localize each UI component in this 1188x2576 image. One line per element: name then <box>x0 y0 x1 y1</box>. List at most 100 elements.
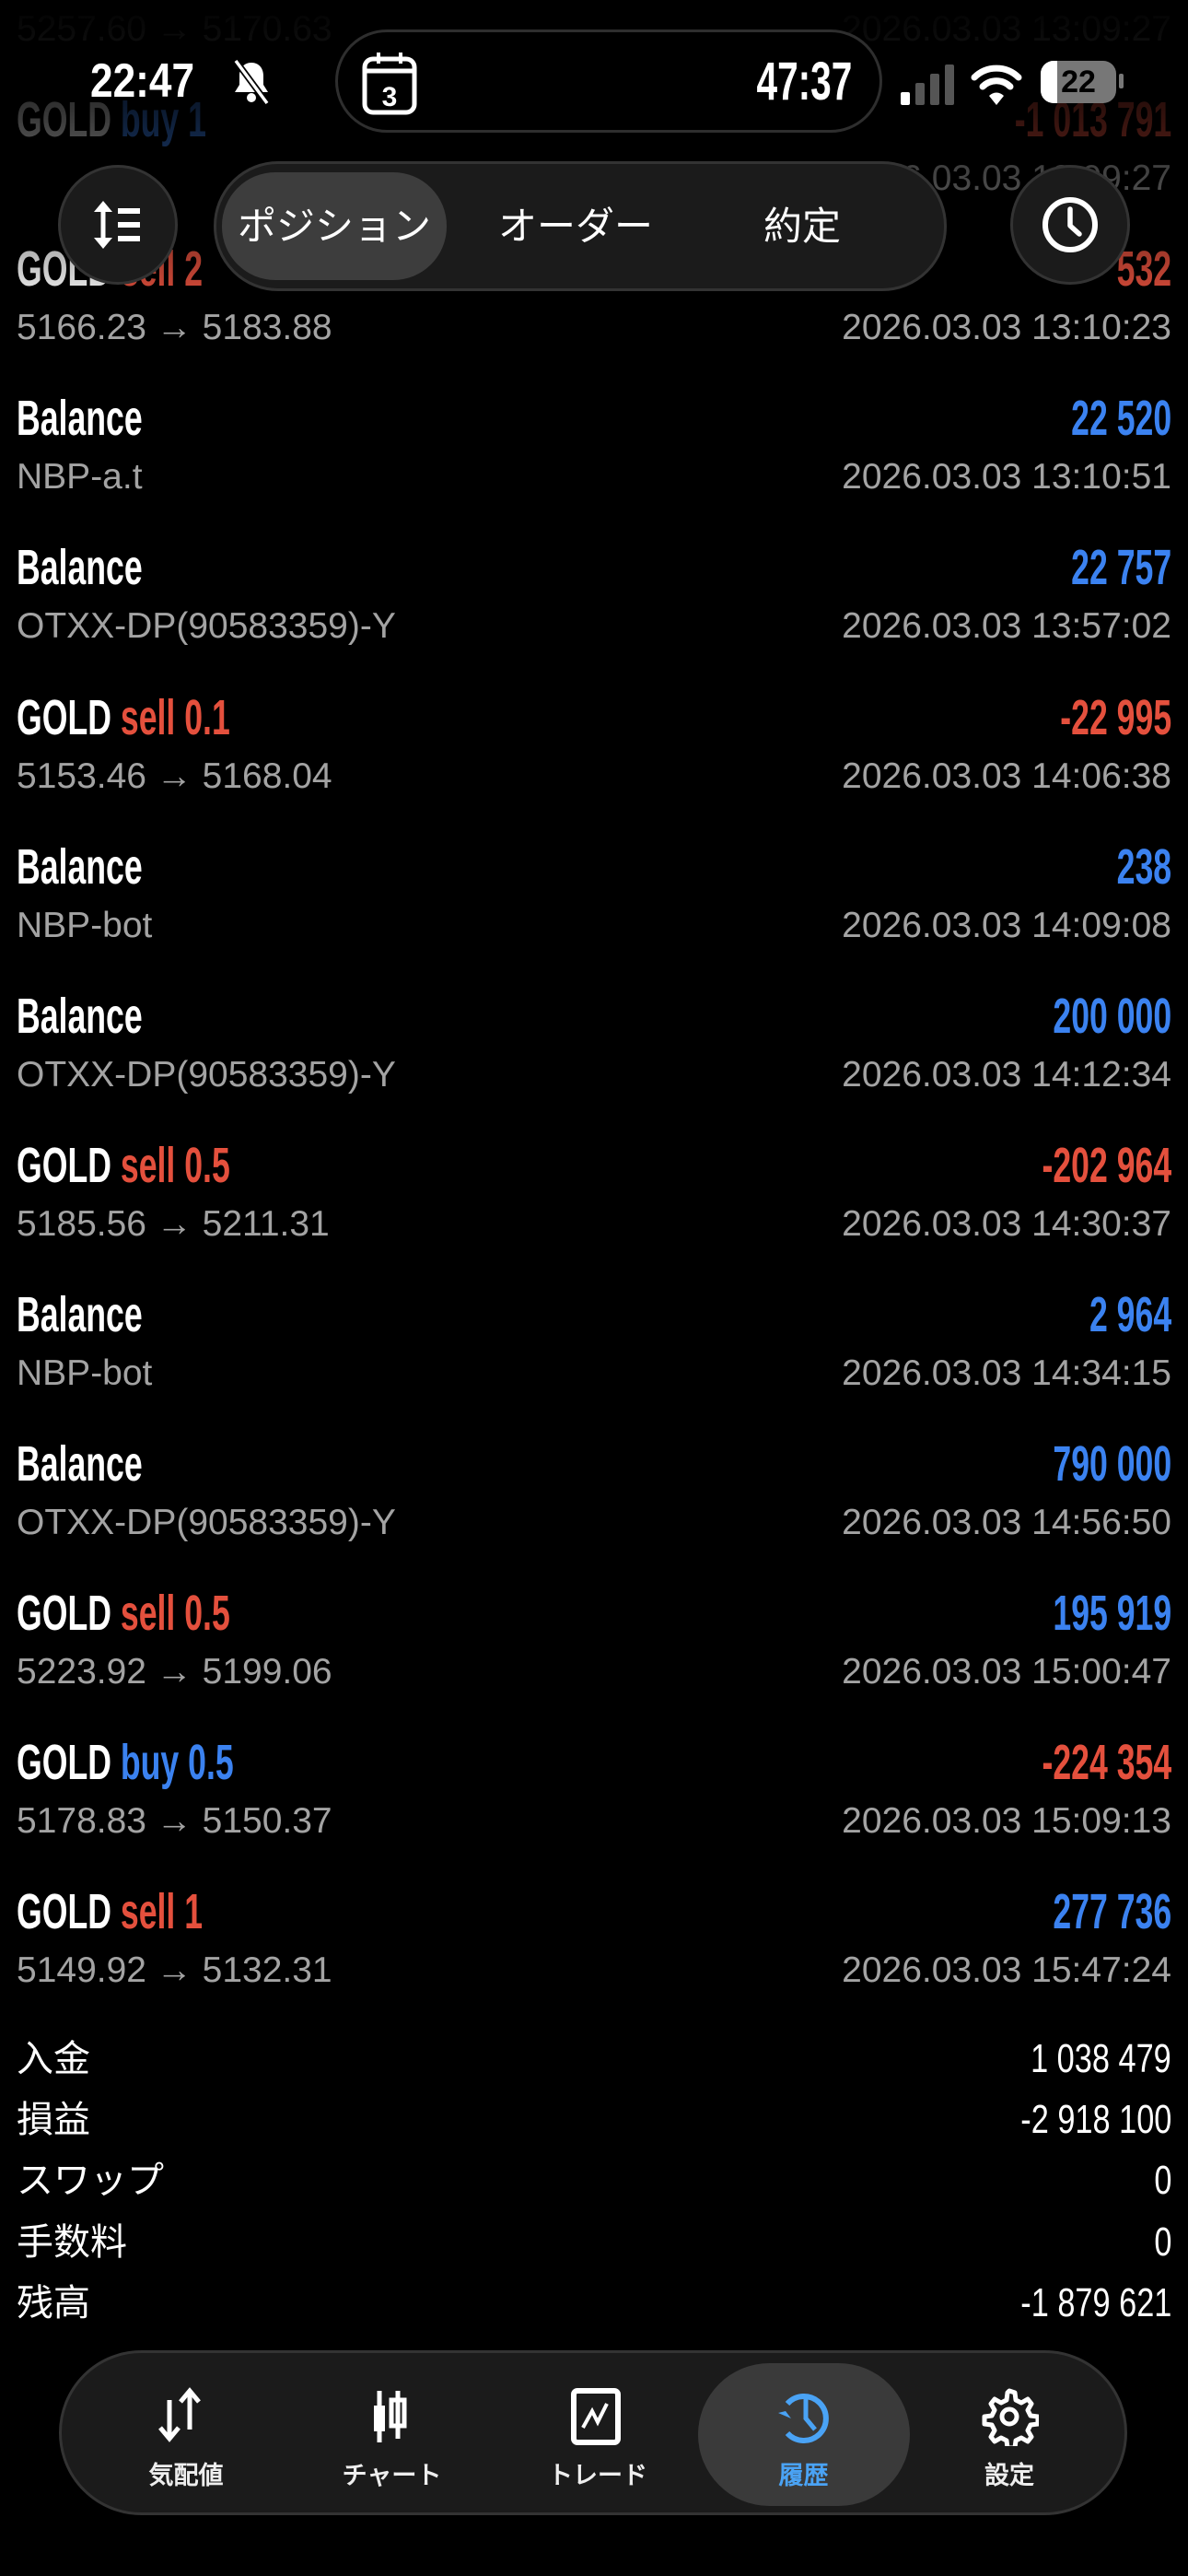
status-time: 22:47 <box>90 54 195 108</box>
summary-value: -1 879 621 <box>1019 2279 1171 2325</box>
deal-side-label: sell <box>120 689 176 745</box>
summary-row: スワップ 0 <box>0 2150 1188 2211</box>
deal-volume: 0.5 <box>184 1137 230 1193</box>
summary-row: 損益 -2 918 100 <box>0 2090 1188 2150</box>
deal-prices: 5178.83 → 5150.37 <box>17 1801 332 1842</box>
summary-row: 入金 1 038 479 <box>0 2029 1188 2090</box>
deal-row[interactable]: GOLD sell 1 277 736 5149.92 → 5132.31 2026.… <box>0 1877 1188 2026</box>
signal-icon <box>901 64 954 105</box>
deal-title: Balance <box>17 987 143 1046</box>
nav-label: チャート <box>342 2462 442 2489</box>
deal-volume: 1 <box>184 1884 204 1940</box>
candlestick-icon <box>373 2391 406 2442</box>
deal-prices: NBP-bot <box>17 1352 153 1393</box>
deal-side-label: sell <box>120 1137 176 1193</box>
deal-title: GOLD buy 0.5 <box>17 1733 234 1792</box>
deal-title: Balance <box>17 1285 143 1344</box>
deal-title: Balance <box>17 538 143 597</box>
battery-tip <box>1119 74 1124 88</box>
deal-row[interactable]: Balance 200 000 OTXX-DP(90583359)-Y 2026.03… <box>0 981 1188 1130</box>
live-activity-pill[interactable]: 3 47:37 <box>335 29 882 133</box>
deal-time: 2026.03.03 14:56:50 <box>842 1503 1171 1542</box>
deal-volume: 2 <box>184 241 204 298</box>
deal-time: 2026.03.03 14:06:38 <box>842 755 1171 796</box>
tab-orders[interactable]: オーダー <box>497 205 653 248</box>
deal-title: GOLD sell 0.5 <box>17 1584 230 1643</box>
deal-row[interactable]: GOLD sell 0.5 -202 964 5185.56 → 5211.31 20… <box>0 1130 1188 1280</box>
deal-prices: 5185.56 → 5211.31 <box>17 1203 330 1244</box>
deal-time: 2026.03.03 13:10:23 <box>842 308 1171 348</box>
wifi-icon <box>971 64 1022 105</box>
deal-row[interactable]: GOLD sell 0.1 -22 995 5153.46 → 5168.04 202… <box>0 683 1188 832</box>
history-segmented-control: ポジション オーダー 約定 <box>214 161 947 291</box>
summary-row: 手数料 0 <box>0 2212 1188 2273</box>
status-bar: 22:47 3 47:37 22 <box>0 28 1188 135</box>
deal-title: Balance <box>17 1434 143 1493</box>
bottom-tab-bar: 気配値 チャート トレード 履歴 設定 <box>59 2350 1127 2515</box>
deal-prices: NBP-a.t <box>17 457 143 498</box>
nav-trade[interactable]: トレード <box>492 2363 704 2506</box>
deal-time: 2026.03.03 13:10:51 <box>842 457 1171 498</box>
nav-history[interactable]: 履歴 <box>697 2363 910 2506</box>
nav-label: 気配値 <box>148 2462 224 2489</box>
nav-quotes[interactable]: 気配値 <box>80 2363 292 2506</box>
gear-icon <box>982 2388 1039 2446</box>
deal-time: 2026.03.03 15:09:13 <box>842 1801 1171 1842</box>
nav-label: 設定 <box>984 2462 1034 2489</box>
summary-value: -2 918 100 <box>1019 2097 1171 2143</box>
live-activity-timer: 47:37 <box>756 52 852 111</box>
svg-text:3: 3 <box>382 82 398 112</box>
deal-side-label: sell <box>120 1586 176 1642</box>
deal-prices: 5166.23 → 5183.88 <box>17 308 332 348</box>
deal-profit: -22 995 <box>1060 689 1171 745</box>
deal-symbol: Balance <box>17 540 143 596</box>
deal-prices: OTXX-DP(90583359)-Y <box>17 606 396 647</box>
deal-side: sell 1 <box>121 1884 203 1939</box>
summary-value: 0 <box>1153 2158 1171 2204</box>
deal-side: sell 0.5 <box>121 1138 230 1193</box>
clock-icon <box>1042 197 1098 252</box>
deal-profit: -202 964 <box>1042 1137 1171 1193</box>
trade-chart-icon <box>571 2388 621 2445</box>
deal-time: 2026.03.03 14:34:15 <box>842 1352 1171 1393</box>
summary-label: 残高 <box>17 2282 90 2324</box>
deal-row[interactable]: GOLD buy 0.5 -224 354 5178.83 → 5150.37 202… <box>0 1727 1188 1877</box>
quotes-arrows-icon <box>158 2387 201 2442</box>
tab-deals[interactable]: 約定 <box>763 205 841 248</box>
nav-label: 履歴 <box>778 2462 829 2489</box>
deal-symbol: Balance <box>17 1436 143 1492</box>
deal-prices: 5149.92 → 5132.31 <box>17 1950 332 1991</box>
battery-icon: 22 <box>1041 61 1116 103</box>
deal-profit: 22 757 <box>1070 540 1171 596</box>
deal-time: 2026.03.03 15:47:24 <box>842 1950 1171 1991</box>
deal-row[interactable]: GOLD sell 0.5 195 919 5223.92 → 5199.06 202… <box>0 1578 1188 1727</box>
deal-row[interactable]: Balance 2 964 NBP-bot 2026.03.03 14:34:15 <box>0 1280 1188 1429</box>
deal-row[interactable]: Balance 22 520 NBP-a.t 2026.03.03 13:10:51 <box>0 383 1188 533</box>
period-button[interactable] <box>1010 165 1130 285</box>
deal-title: Balance <box>17 389 143 448</box>
summary-value: 1 038 479 <box>1031 2036 1171 2081</box>
deal-side: buy 0.5 <box>121 1735 234 1790</box>
deal-title: Balance <box>17 837 143 896</box>
deal-symbol: GOLD <box>17 1137 111 1193</box>
calendar-icon: 3 <box>362 53 417 115</box>
tab-positions[interactable]: ポジション <box>222 172 447 280</box>
sort-lines-icon <box>94 201 140 249</box>
sort-button[interactable] <box>58 165 178 285</box>
history-icon <box>777 2394 829 2443</box>
deal-side-label: sell <box>120 1884 176 1940</box>
bell-muted-icon <box>233 59 270 105</box>
deal-time: 2026.03.03 13:57:02 <box>842 606 1171 647</box>
deal-profit: 238 <box>1116 838 1171 895</box>
deal-row[interactable]: Balance 22 757 OTXX-DP(90583359)-Y 2026.03.… <box>0 533 1188 682</box>
deal-side: sell 0.1 <box>121 690 230 745</box>
nav-chart[interactable]: チャート <box>286 2363 498 2506</box>
deal-prices: 5153.46 → 5168.04 <box>17 755 332 796</box>
summary-label: 入金 <box>17 2039 90 2079</box>
deal-prices: OTXX-DP(90583359)-Y <box>17 1054 396 1095</box>
summary-label: 手数料 <box>17 2221 127 2263</box>
nav-settings[interactable]: 設定 <box>903 2363 1115 2506</box>
deal-row[interactable]: Balance 790 000 OTXX-DP(90583359)-Y 2026.03… <box>0 1429 1188 1578</box>
deal-row[interactable]: Balance 238 NBP-bot 2026.03.03 14:09:08 <box>0 832 1188 981</box>
deal-time: 2026.03.03 15:00:47 <box>842 1652 1171 1692</box>
